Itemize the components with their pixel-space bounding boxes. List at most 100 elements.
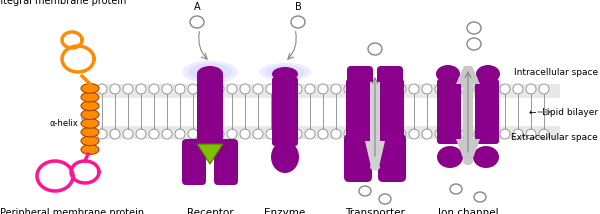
Circle shape <box>214 84 224 94</box>
Circle shape <box>422 129 432 139</box>
FancyBboxPatch shape <box>475 79 499 144</box>
Circle shape <box>500 129 510 139</box>
Circle shape <box>227 84 237 94</box>
Circle shape <box>318 129 328 139</box>
Circle shape <box>188 84 198 94</box>
Circle shape <box>383 129 393 139</box>
FancyBboxPatch shape <box>377 66 403 88</box>
Circle shape <box>292 84 302 94</box>
Circle shape <box>110 84 120 94</box>
Ellipse shape <box>476 65 500 83</box>
Circle shape <box>188 129 198 139</box>
Text: ←  Lipid bilayer: ← Lipid bilayer <box>529 107 598 116</box>
Circle shape <box>448 84 458 94</box>
Text: Transporter: Transporter <box>345 208 405 214</box>
Circle shape <box>175 129 185 139</box>
Circle shape <box>136 84 146 94</box>
Ellipse shape <box>197 66 223 82</box>
FancyBboxPatch shape <box>346 79 370 144</box>
Ellipse shape <box>188 63 232 81</box>
Circle shape <box>383 84 393 94</box>
Circle shape <box>279 129 289 139</box>
Text: Peripheral membrane protein: Peripheral membrane protein <box>0 208 144 214</box>
Text: Receptor: Receptor <box>187 208 233 214</box>
Ellipse shape <box>291 16 305 28</box>
Ellipse shape <box>273 68 297 76</box>
Ellipse shape <box>379 194 391 204</box>
Ellipse shape <box>81 110 99 119</box>
Circle shape <box>409 129 419 139</box>
Ellipse shape <box>81 127 99 137</box>
Circle shape <box>175 84 185 94</box>
Circle shape <box>396 129 406 139</box>
Circle shape <box>513 84 523 94</box>
Polygon shape <box>456 139 480 161</box>
Ellipse shape <box>81 136 99 146</box>
Circle shape <box>253 84 263 94</box>
FancyBboxPatch shape <box>347 66 373 88</box>
Ellipse shape <box>450 184 462 194</box>
Circle shape <box>201 84 211 94</box>
Circle shape <box>240 129 250 139</box>
Ellipse shape <box>81 145 99 155</box>
Bar <box>100 126 560 139</box>
Ellipse shape <box>81 92 99 102</box>
Bar <box>463 82 473 141</box>
Circle shape <box>539 129 549 139</box>
Ellipse shape <box>474 192 486 202</box>
Polygon shape <box>365 141 385 167</box>
Bar <box>100 84 560 98</box>
Circle shape <box>435 129 445 139</box>
Circle shape <box>162 84 172 94</box>
Ellipse shape <box>259 63 311 81</box>
Circle shape <box>110 129 120 139</box>
Polygon shape <box>197 144 223 164</box>
Circle shape <box>266 129 276 139</box>
Ellipse shape <box>437 146 463 168</box>
Circle shape <box>344 84 354 94</box>
Ellipse shape <box>370 163 380 171</box>
Circle shape <box>149 84 159 94</box>
Circle shape <box>422 84 432 94</box>
Circle shape <box>123 84 133 94</box>
Circle shape <box>461 84 471 94</box>
Circle shape <box>97 84 107 94</box>
Circle shape <box>331 84 341 94</box>
Text: Enzyme: Enzyme <box>265 208 305 214</box>
Circle shape <box>396 84 406 94</box>
Circle shape <box>318 84 328 94</box>
Circle shape <box>227 129 237 139</box>
Circle shape <box>448 129 458 139</box>
Circle shape <box>370 84 380 94</box>
Circle shape <box>253 129 263 139</box>
Circle shape <box>461 129 471 139</box>
Ellipse shape <box>265 65 305 79</box>
Circle shape <box>526 129 536 139</box>
Circle shape <box>474 84 484 94</box>
Text: α-helix: α-helix <box>50 119 85 128</box>
Polygon shape <box>456 66 480 84</box>
Circle shape <box>331 129 341 139</box>
Circle shape <box>487 84 497 94</box>
Ellipse shape <box>81 101 99 111</box>
Circle shape <box>526 84 536 94</box>
Ellipse shape <box>467 38 481 50</box>
FancyBboxPatch shape <box>437 79 461 144</box>
Ellipse shape <box>81 119 99 128</box>
Circle shape <box>136 129 146 139</box>
FancyBboxPatch shape <box>197 73 223 150</box>
Ellipse shape <box>463 157 473 165</box>
Circle shape <box>344 129 354 139</box>
Circle shape <box>266 84 276 94</box>
FancyBboxPatch shape <box>214 139 238 185</box>
FancyBboxPatch shape <box>272 77 298 146</box>
Text: Ion channel: Ion channel <box>437 208 499 214</box>
Ellipse shape <box>271 141 299 173</box>
Circle shape <box>474 129 484 139</box>
Ellipse shape <box>196 66 224 78</box>
FancyBboxPatch shape <box>344 134 372 182</box>
Circle shape <box>435 84 445 94</box>
Ellipse shape <box>359 186 371 196</box>
Circle shape <box>500 84 510 94</box>
Circle shape <box>292 129 302 139</box>
